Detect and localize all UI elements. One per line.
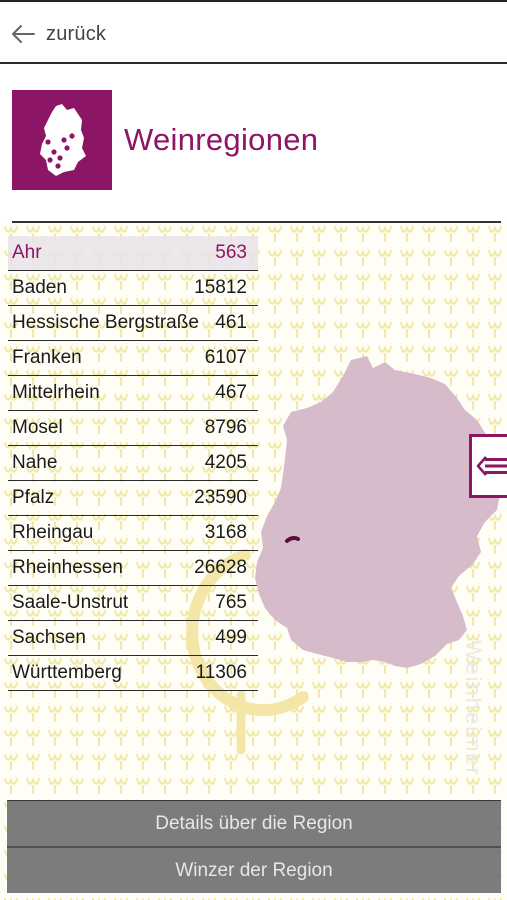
germany-map-shape xyxy=(255,356,501,668)
fork-watermark-icon xyxy=(186,549,309,755)
region-count: 563 xyxy=(215,242,247,263)
region-count: 26628 xyxy=(194,557,247,578)
region-name: Nahe xyxy=(12,452,58,473)
side-panel-toggle[interactable] xyxy=(469,434,507,498)
region-count: 23590 xyxy=(194,487,247,508)
region-row-saale-unstrut[interactable]: Saale-Unstrut 765 xyxy=(8,586,258,621)
top-bar: zurück xyxy=(0,0,507,64)
region-count: 467 xyxy=(215,382,247,403)
region-name: Ahr xyxy=(12,242,42,263)
region-count: 11306 xyxy=(195,662,247,683)
region-name: Mosel xyxy=(12,417,63,438)
arrow-left-icon xyxy=(12,25,35,43)
region-highlight-ahr xyxy=(285,535,300,543)
region-name: Rheingau xyxy=(12,522,94,543)
region-row-baden[interactable]: Baden 15812 xyxy=(8,271,258,306)
action-buttons: Details über die Region Winzer der Regio… xyxy=(7,800,501,893)
region-name: Saale-Unstrut xyxy=(12,592,129,613)
region-name: Sachsen xyxy=(12,627,86,648)
region-name: Hessische Bergstraße xyxy=(12,312,199,333)
region-count: 8796 xyxy=(204,417,247,438)
region-count: 15812 xyxy=(194,277,247,298)
region-name: Baden xyxy=(12,277,67,298)
logo-box xyxy=(12,90,112,190)
region-row-wuerttemberg[interactable]: Württemberg 11306 xyxy=(8,656,258,691)
page-title: Weinregionen xyxy=(124,122,319,157)
region-details-button[interactable]: Details über die Region xyxy=(7,800,501,846)
region-count: 6107 xyxy=(204,347,247,368)
list-icon xyxy=(476,456,507,476)
region-row-sachsen[interactable]: Sachsen 499 xyxy=(8,621,258,656)
germany-map-icon xyxy=(40,104,86,176)
region-name: Rheinhessen xyxy=(12,557,123,578)
back-label: zurück xyxy=(46,22,107,45)
region-list: Ahr 563 Baden 15812 Hessische Bergstraße… xyxy=(8,236,258,691)
region-row-rheingau[interactable]: Rheingau 3168 xyxy=(8,516,258,551)
region-count: 4205 xyxy=(204,452,247,473)
region-row-ahr[interactable]: Ahr 563 xyxy=(8,236,258,271)
region-row-franken[interactable]: Franken 6107 xyxy=(8,341,258,376)
region-count: 499 xyxy=(215,627,247,648)
back-button[interactable]: zurück xyxy=(10,16,106,52)
top-bar-divider xyxy=(0,62,507,64)
region-name: Mittelrhein xyxy=(12,382,100,403)
region-row-nahe[interactable]: Nahe 4205 xyxy=(8,446,258,481)
region-row-mosel[interactable]: Mosel 8796 xyxy=(8,411,258,446)
region-winzer-button[interactable]: Winzer der Region xyxy=(7,846,501,893)
region-count: 765 xyxy=(215,592,247,613)
region-row-hessische-bergstrasse[interactable]: Hessische Bergstraße 461 xyxy=(8,306,258,341)
region-name: Pfalz xyxy=(12,487,55,508)
region-count: 461 xyxy=(215,312,247,333)
page-header: Weinregionen xyxy=(12,90,318,190)
region-row-pfalz[interactable]: Pfalz 23590 xyxy=(8,481,258,516)
region-name: Franken xyxy=(12,347,82,368)
region-name: Württemberg xyxy=(12,662,122,683)
germany-map[interactable] xyxy=(245,340,507,680)
region-count: 3168 xyxy=(204,522,247,543)
region-row-rheinhessen[interactable]: Rheinhessen 26628 xyxy=(8,551,258,586)
header-divider xyxy=(12,221,501,223)
region-row-mittelrhein[interactable]: Mittelrhein 467 xyxy=(8,376,258,411)
